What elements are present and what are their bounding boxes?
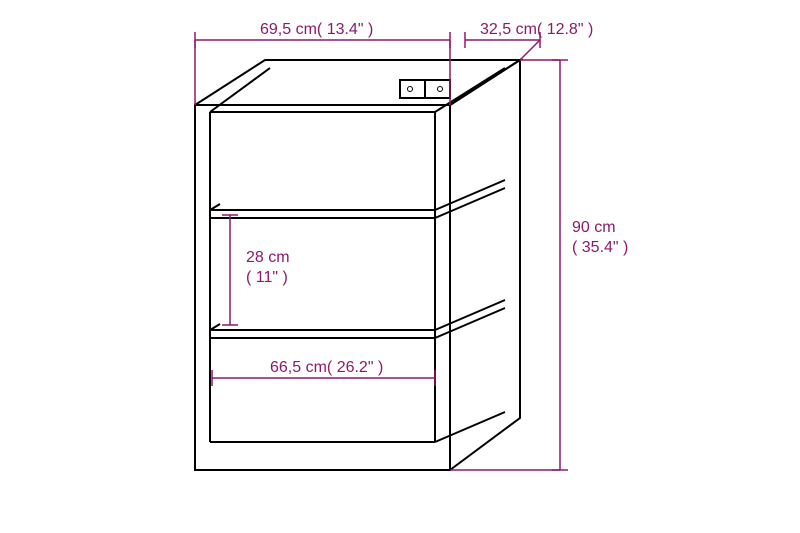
dim-inner-width-label: 66,5 cm( 26.2" ) bbox=[270, 359, 383, 376]
dim-depth-label: 32,5 cm( 12.8" ) bbox=[480, 21, 593, 38]
dim-height-label-cm: 90 cm bbox=[572, 219, 616, 236]
dim-shelf-gap-label-cm: 28 cm bbox=[246, 249, 290, 266]
cabinet-outline bbox=[195, 105, 450, 470]
dim-height-label-in: ( 35.4" ) bbox=[572, 239, 628, 256]
dim-width-label: 69,5 cm( 13.4" ) bbox=[260, 21, 373, 38]
dim-shelf-gap-label-in: ( 11" ) bbox=[246, 269, 288, 286]
